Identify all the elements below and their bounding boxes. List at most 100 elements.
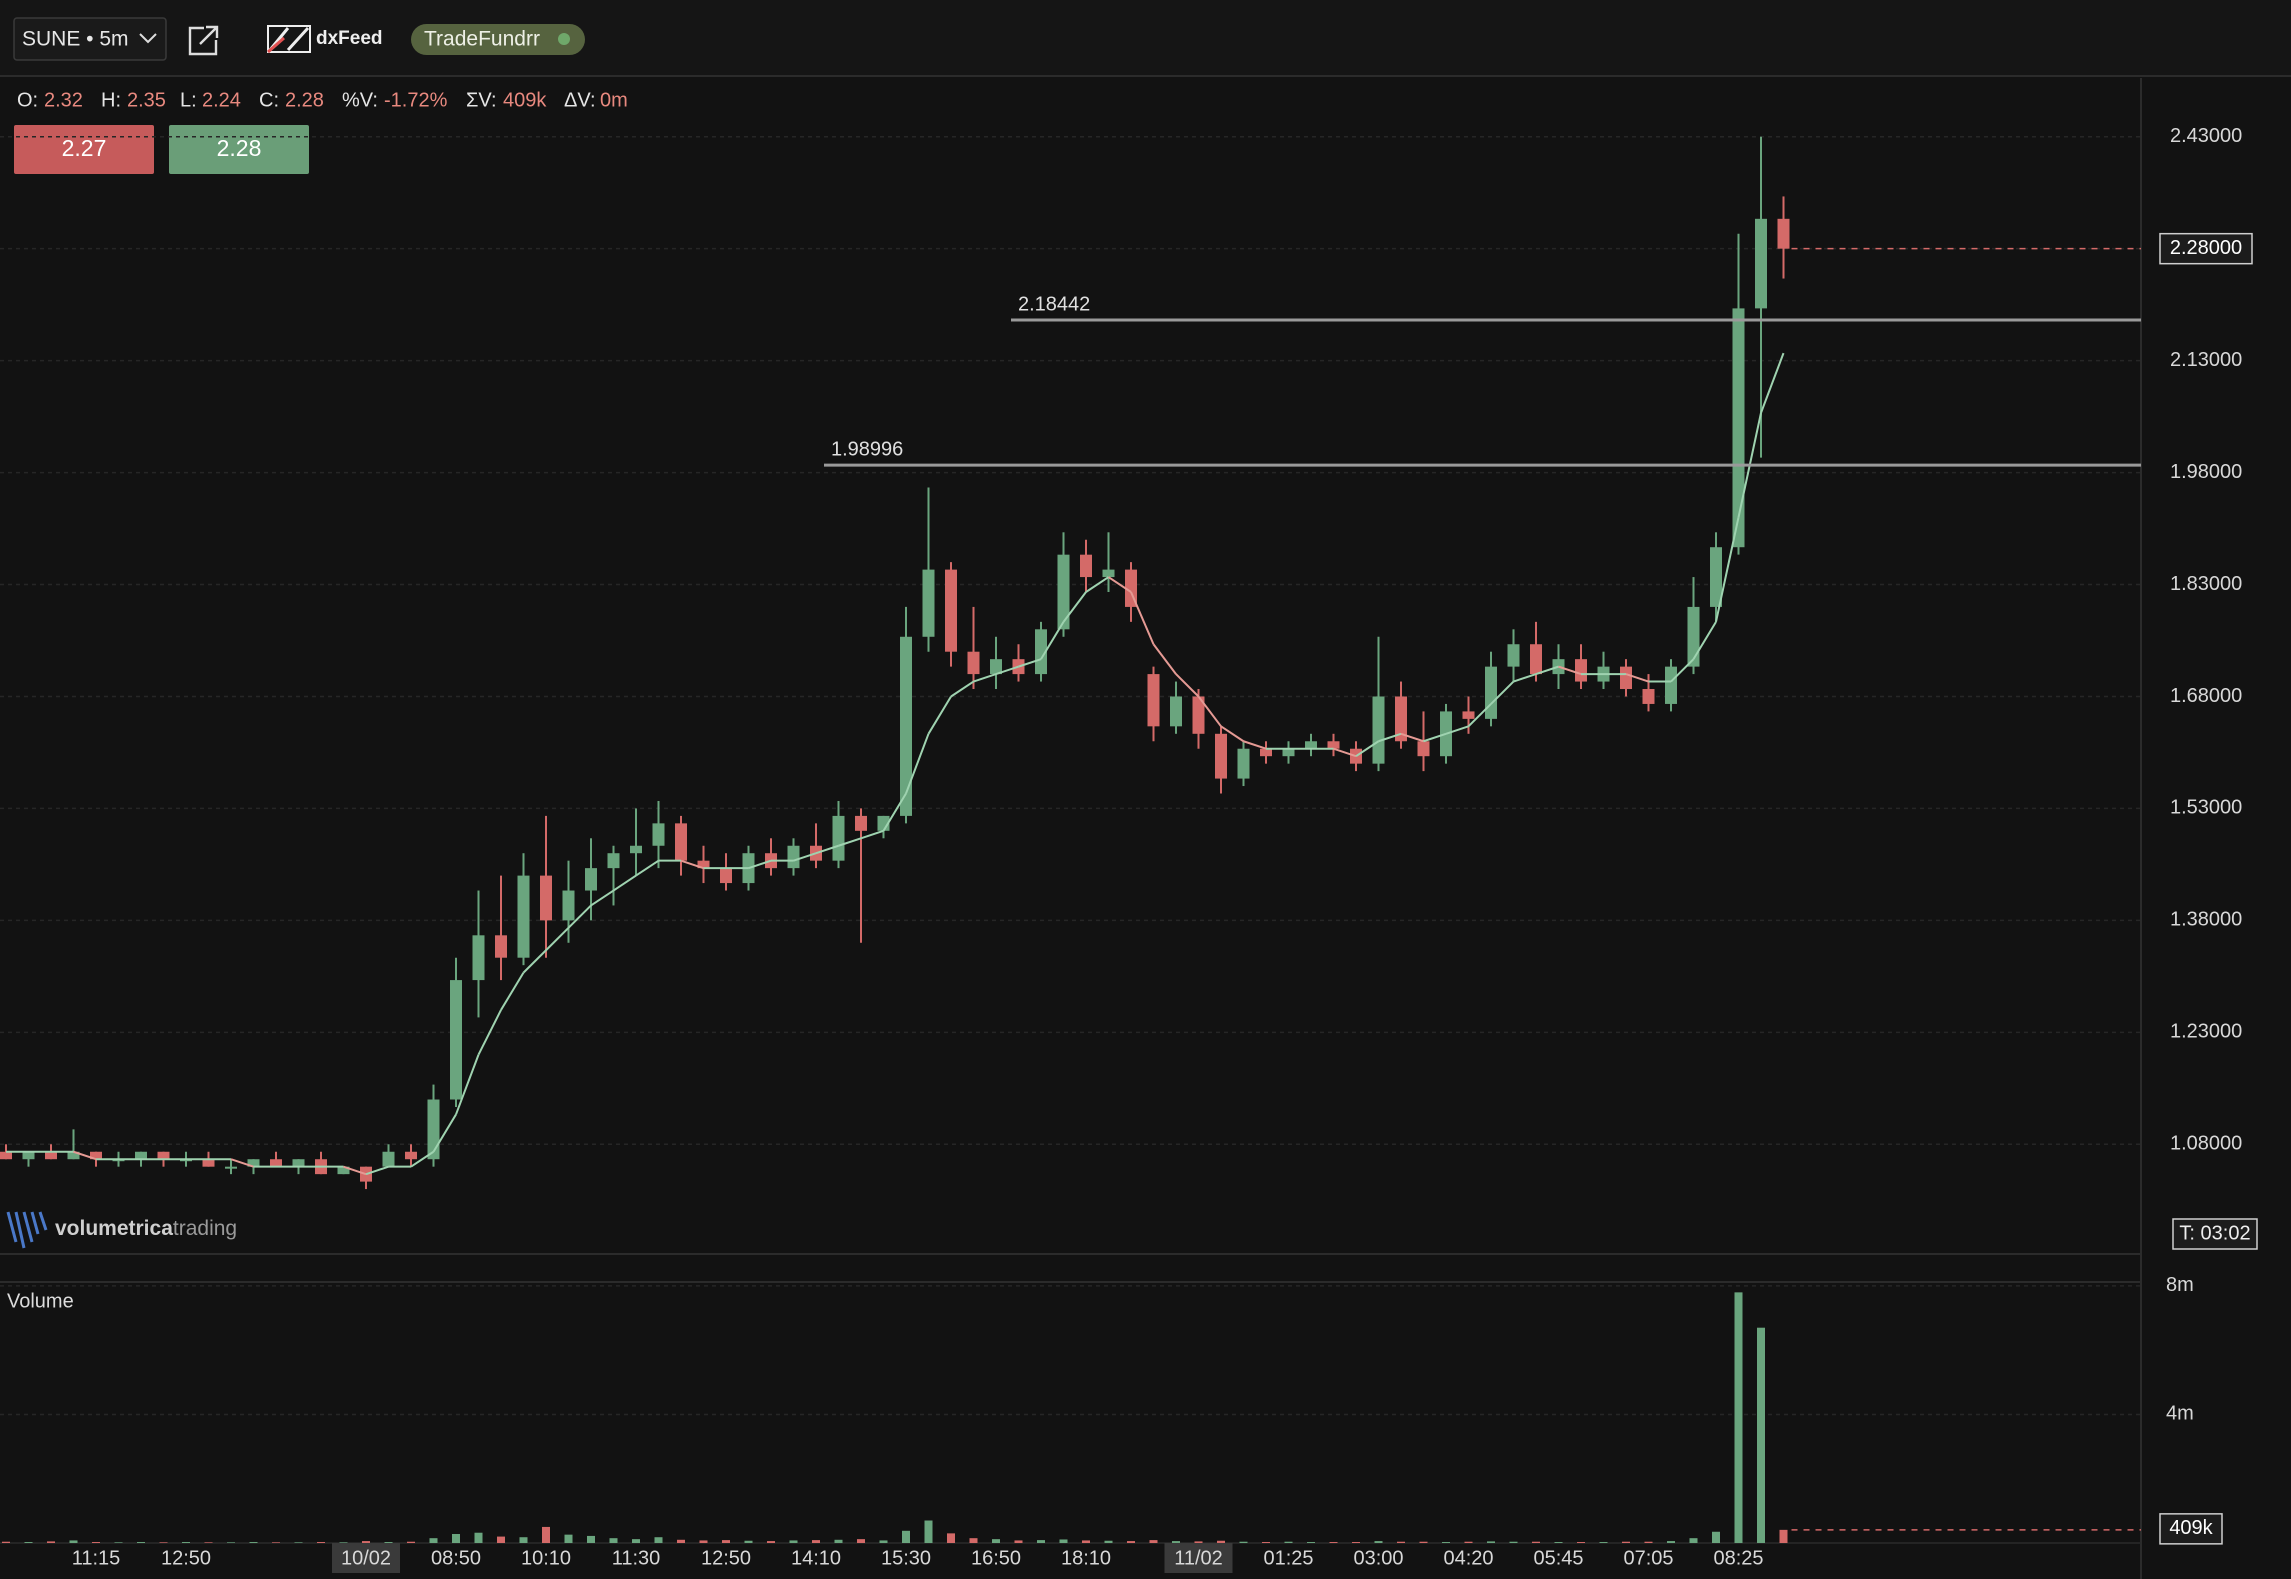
candle-body [1215,733,1227,779]
moving-average [1535,665,1559,676]
x-tick-label: 10/02 [341,1547,391,1569]
candle-body [202,1159,215,1167]
volume-bar [879,1540,888,1543]
last-price-label: 2.28000 [2170,237,2242,259]
moving-average [860,829,884,840]
volume-bar [47,1541,55,1543]
volume-bar [227,1542,235,1543]
candle-body [1687,606,1700,667]
volume-bar [1734,1292,1743,1543]
dropdown-chevron [139,33,157,44]
toolbar [0,0,2291,76]
price-level-label: 2.18442 [1018,293,1090,315]
labels: O: 2.32 H: 2.35 L: 2.24 C: 2.28 %V: -1.72% ΣV: 409k… [7,89,2258,1573]
volume-bar [519,1537,528,1543]
y-tick-label: 1.38000 [2170,909,2242,931]
moving-average [500,972,525,1011]
candle-body [652,823,665,846]
volume-title: Volume [7,1290,74,1312]
popout-button[interactable] [188,25,219,56]
volume-bar [407,1541,415,1543]
candle-body [472,935,485,981]
candle-body [1462,711,1475,719]
volume-bar [1014,1540,1023,1543]
volume-bar [429,1538,438,1543]
candle-body [337,1166,350,1175]
y-tick-label: 2.13000 [2170,349,2242,371]
volume-bar [92,1542,100,1543]
ohlc-label: L: [180,89,197,111]
account-pill[interactable] [411,24,585,55]
moving-average [1625,673,1649,683]
candle-body [1260,748,1272,757]
volume-bar [1082,1540,1090,1543]
volume-bar [24,1542,33,1543]
candle-body [1372,696,1385,764]
y-tick-label: 1.98000 [2170,461,2242,483]
volume-bar [1149,1540,1158,1543]
account-name: TradeFundrr [424,28,540,51]
volume-bar [1464,1541,1473,1543]
x-tick-label: 08:25 [1713,1547,1763,1569]
moving-average [635,859,660,877]
moving-average [432,1113,457,1153]
candle-body [247,1159,260,1167]
volume-bar [1037,1540,1045,1543]
volume-bar [1667,1541,1675,1543]
status-dot [558,33,570,45]
x-tick-label: 05:45 [1533,1547,1583,1569]
candle-body [1507,644,1520,667]
moving-average [1692,621,1717,660]
candle-body [540,875,552,921]
volume-bar [1284,1541,1293,1543]
moving-average [1760,352,1785,414]
last-volume-tag [2159,1513,2223,1545]
volume-bar [362,1541,370,1543]
x-tick-label: 03:00 [1353,1547,1403,1569]
x-tick-label: 16:50 [971,1547,1021,1569]
volume-bar [632,1539,640,1543]
volume-bar [902,1530,910,1543]
price-level-label: 1.98996 [831,438,903,460]
volume-bar [114,1542,123,1543]
moving-average [343,1165,367,1176]
candle-body [720,868,732,884]
moving-average [1445,725,1469,735]
candle-body [157,1151,170,1160]
ohlc-value: 2.28 [285,89,324,111]
volume-bar [677,1539,685,1543]
moving-average [815,844,839,855]
moving-average [1490,680,1515,705]
moving-average [927,695,952,735]
moving-average [1107,576,1132,593]
x-tick-label: 15:30 [881,1547,931,1569]
moving-average [1197,695,1222,727]
candle-body [585,868,597,891]
volume-bar [744,1540,753,1543]
volume-bar [1442,1542,1450,1543]
candle-body [1665,666,1677,704]
candle-body [1710,547,1722,607]
volume-bar [1104,1540,1113,1543]
candle-body [967,651,980,675]
volume-bar [1757,1327,1765,1543]
moving-average [973,673,997,683]
moving-average [612,874,637,892]
volume-bar [1307,1542,1315,1543]
moving-average [1333,747,1357,758]
moving-average [882,792,907,832]
volume-bar [1262,1542,1270,1543]
volume-bar [1059,1539,1068,1543]
volume-bar [924,1520,933,1543]
ask-price: 2.28 [217,135,262,161]
moving-average [365,1165,389,1176]
volume-bar [339,1542,348,1543]
date-marker [332,1543,400,1573]
moving-average [522,949,547,974]
volume-bar [587,1535,595,1543]
symbol-selector[interactable] [13,17,167,61]
candle-body [0,1151,12,1160]
